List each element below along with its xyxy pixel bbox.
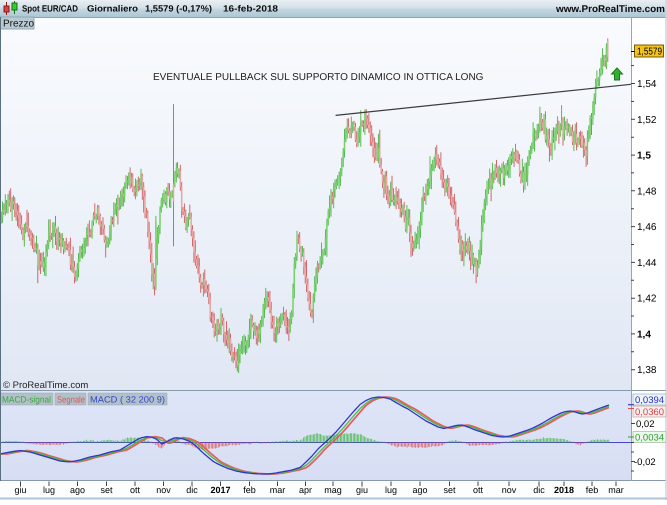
svg-text:MACD ( 32 200 9): MACD ( 32 200 9) [90, 395, 165, 405]
svg-text:Giornaliero: Giornaliero [87, 4, 139, 14]
svg-text:dic: dic [186, 485, 198, 495]
svg-text:giu: giu [14, 485, 26, 495]
svg-text:nov: nov [156, 485, 171, 495]
svg-text:2017: 2017 [210, 485, 230, 495]
svg-text:MACD-signal: MACD-signal [2, 395, 51, 405]
svg-text:-0,02: -0,02 [634, 457, 656, 468]
svg-text:1,46: 1,46 [637, 222, 657, 233]
svg-text:feb: feb [586, 485, 599, 495]
svg-text:lug: lug [43, 485, 55, 495]
svg-text:mar: mar [270, 485, 286, 495]
svg-text:1,42: 1,42 [637, 294, 657, 305]
svg-text:2018: 2018 [554, 485, 574, 495]
svg-text:0,0394: 0,0394 [635, 395, 664, 406]
svg-text:1,5579 (-0,17%): 1,5579 (-0,17%) [145, 4, 212, 14]
svg-text:1,54: 1,54 [637, 79, 657, 90]
svg-text:ott: ott [473, 485, 484, 495]
svg-text:nov: nov [502, 485, 517, 495]
svg-text:1,4: 1,4 [637, 329, 651, 340]
svg-text:0,02: 0,02 [636, 419, 655, 430]
svg-text:set: set [443, 485, 456, 495]
svg-text:www.ProRealTime.com: www.ProRealTime.com [555, 4, 665, 15]
svg-text:feb: feb [243, 485, 256, 495]
svg-text:mar: mar [608, 485, 624, 495]
svg-text:1,48: 1,48 [637, 186, 657, 197]
svg-text:1,38: 1,38 [637, 365, 657, 376]
svg-text:Segnale: Segnale [57, 395, 85, 405]
svg-text:1,5579: 1,5579 [637, 47, 662, 58]
svg-text:0,0034: 0,0034 [635, 433, 664, 444]
svg-text:giu: giu [356, 485, 368, 495]
svg-text:Spot EUR/CAD: Spot EUR/CAD [22, 4, 78, 14]
svg-text:0,0360: 0,0360 [635, 407, 664, 418]
svg-text:ago: ago [70, 485, 85, 495]
svg-text:mag: mag [324, 485, 342, 495]
svg-text:apr: apr [299, 485, 312, 495]
svg-text:EVENTUALE PULLBACK SUL SUPPORT: EVENTUALE PULLBACK SUL SUPPORTO DINAMICO… [153, 72, 484, 83]
svg-text:ott: ott [130, 485, 141, 495]
svg-text:ago: ago [412, 485, 427, 495]
svg-text:set: set [100, 485, 113, 495]
svg-text:1,5: 1,5 [637, 151, 651, 162]
svg-text:16-feb-2018: 16-feb-2018 [223, 4, 278, 14]
svg-text:lug: lug [385, 485, 397, 495]
svg-text:Prezzo: Prezzo [3, 19, 35, 30]
svg-text:© ProRealTime.com: © ProRealTime.com [3, 380, 88, 391]
svg-text:1,52: 1,52 [637, 115, 657, 126]
svg-text:dic: dic [533, 485, 545, 495]
svg-text:1,44: 1,44 [637, 258, 657, 269]
